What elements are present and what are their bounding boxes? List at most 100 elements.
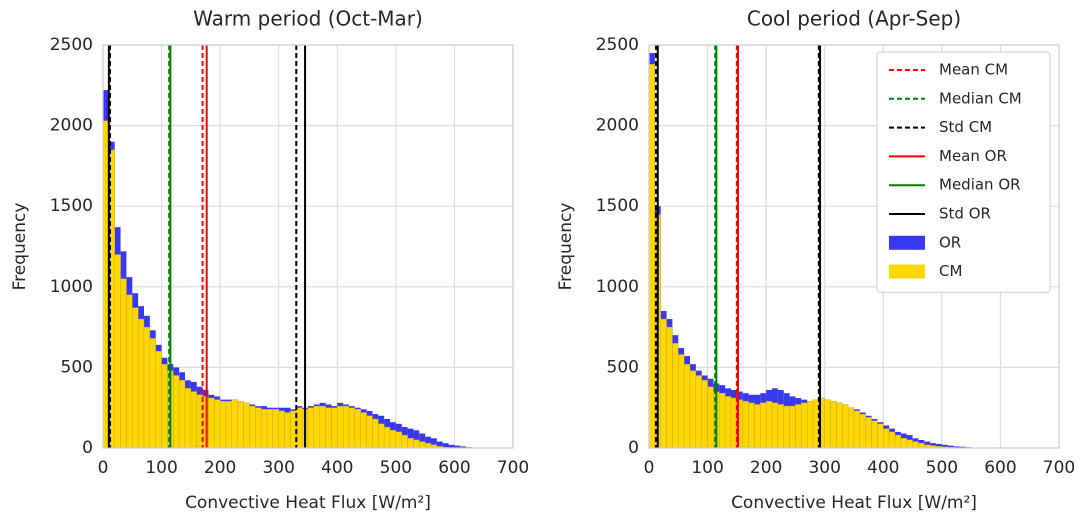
legend-label: CM <box>939 262 962 280</box>
histogram-bar <box>407 438 414 449</box>
histogram-bar <box>672 343 679 449</box>
histogram-bar <box>313 405 320 449</box>
histogram-bar <box>460 446 467 448</box>
histogram-bar <box>173 375 180 449</box>
x-tick-label: 700 <box>497 458 529 478</box>
histogram-bar <box>249 405 256 449</box>
y-tick-label: 0 <box>82 438 93 458</box>
histogram-bar <box>413 439 420 449</box>
histogram-bar <box>754 404 761 449</box>
chart-title: Warm period (Oct-Mar) <box>193 7 423 31</box>
histogram-bar <box>801 402 808 449</box>
legend-label: Median OR <box>939 176 1021 194</box>
chart-title: Cool period (Apr-Sep) <box>747 7 961 31</box>
histogram-bar <box>765 401 773 449</box>
histogram-bar <box>284 412 291 449</box>
histogram-bar <box>936 443 942 448</box>
histogram-bar <box>184 388 192 449</box>
legend-label: Mean OR <box>939 147 1007 165</box>
histogram-bar <box>883 428 890 449</box>
histogram-bar <box>161 363 168 449</box>
histogram-bar <box>783 405 790 449</box>
histogram-bar <box>900 438 907 449</box>
histogram-bar <box>953 446 960 448</box>
histogram-bar <box>941 444 948 448</box>
histogram-bar <box>853 410 861 449</box>
histogram-bar <box>307 407 315 449</box>
x-axis-label: Convective Heat Flux [W/m²] <box>731 493 977 513</box>
y-tick-label: 2500 <box>50 35 93 55</box>
histogram-bar <box>237 401 244 449</box>
x-tick-label: 200 <box>204 458 236 478</box>
histogram-bar <box>383 426 391 449</box>
histogram-bar <box>777 404 784 449</box>
histogram-bar <box>214 399 221 449</box>
histogram-bar <box>847 407 855 449</box>
x-tick-label: 500 <box>926 458 958 478</box>
histogram-bar <box>366 415 373 449</box>
legend-label: Mean CM <box>939 61 1008 79</box>
histogram-bar <box>231 399 238 449</box>
x-tick-label: 400 <box>321 458 353 478</box>
x-tick-label: 400 <box>867 458 899 478</box>
histogram-bar <box>894 434 902 449</box>
x-tick-label: 700 <box>1043 458 1075 478</box>
legend-label: Std OR <box>939 205 991 223</box>
histogram-bar <box>132 307 139 449</box>
histogram-bar <box>689 370 697 449</box>
histogram-bar <box>219 401 227 449</box>
histogram-bar <box>947 445 954 448</box>
histogram-bar <box>360 412 367 449</box>
x-axis-label: Convective Heat Flux [W/m²] <box>185 493 431 513</box>
y-axis-label: Frequency <box>10 203 30 291</box>
y-tick-label: 2500 <box>596 35 639 55</box>
histogram-bar <box>325 407 332 449</box>
x-tick-label: 600 <box>984 458 1016 478</box>
histogram-bar <box>155 351 162 449</box>
histogram-bar <box>824 399 831 449</box>
histogram-bar <box>401 434 408 449</box>
histogram-bar <box>342 405 350 449</box>
x-tick-label: 300 <box>262 458 294 478</box>
histogram-bar <box>877 423 884 449</box>
histogram-bar <box>724 396 732 449</box>
x-tick-label: 0 <box>644 458 655 478</box>
legend-box <box>876 51 1051 293</box>
histogram-bar <box>436 441 443 448</box>
histogram-bar <box>372 418 379 449</box>
histogram-bar <box>442 443 449 448</box>
histogram-bar <box>906 439 913 449</box>
y-tick-label: 1000 <box>50 277 93 297</box>
histogram-bar <box>719 392 726 449</box>
histogram-bar <box>448 444 455 448</box>
legend-label: Median CM <box>939 89 1022 107</box>
histogram-bar <box>266 409 274 449</box>
histogram-bar <box>190 391 197 449</box>
y-tick-label: 500 <box>607 357 639 377</box>
legend-label: Std CM <box>939 118 992 136</box>
x-tick-label: 0 <box>98 458 109 478</box>
histogram-bar <box>859 413 866 449</box>
x-tick-label: 200 <box>750 458 782 478</box>
y-tick-label: 2000 <box>596 116 639 136</box>
histogram-bar <box>683 363 691 449</box>
histogram-bar <box>319 405 326 449</box>
legend-label: OR <box>939 233 961 251</box>
y-tick-label: 1500 <box>50 196 93 216</box>
histogram-bar <box>255 407 262 449</box>
histogram-bar <box>143 326 151 449</box>
histogram-bar <box>760 402 767 449</box>
histogram-bar <box>666 326 673 449</box>
x-tick-label: 100 <box>691 458 723 478</box>
histogram-bar <box>348 407 356 449</box>
histogram-bar <box>871 420 878 449</box>
histogram-bar <box>424 442 432 449</box>
histogram-bar <box>678 354 685 449</box>
histogram-bar <box>918 442 925 449</box>
histogram-bar <box>331 407 338 449</box>
y-tick-label: 2000 <box>50 116 93 136</box>
plot-frame <box>102 44 514 449</box>
histogram-bar <box>178 380 186 449</box>
histogram-bar <box>789 405 796 449</box>
